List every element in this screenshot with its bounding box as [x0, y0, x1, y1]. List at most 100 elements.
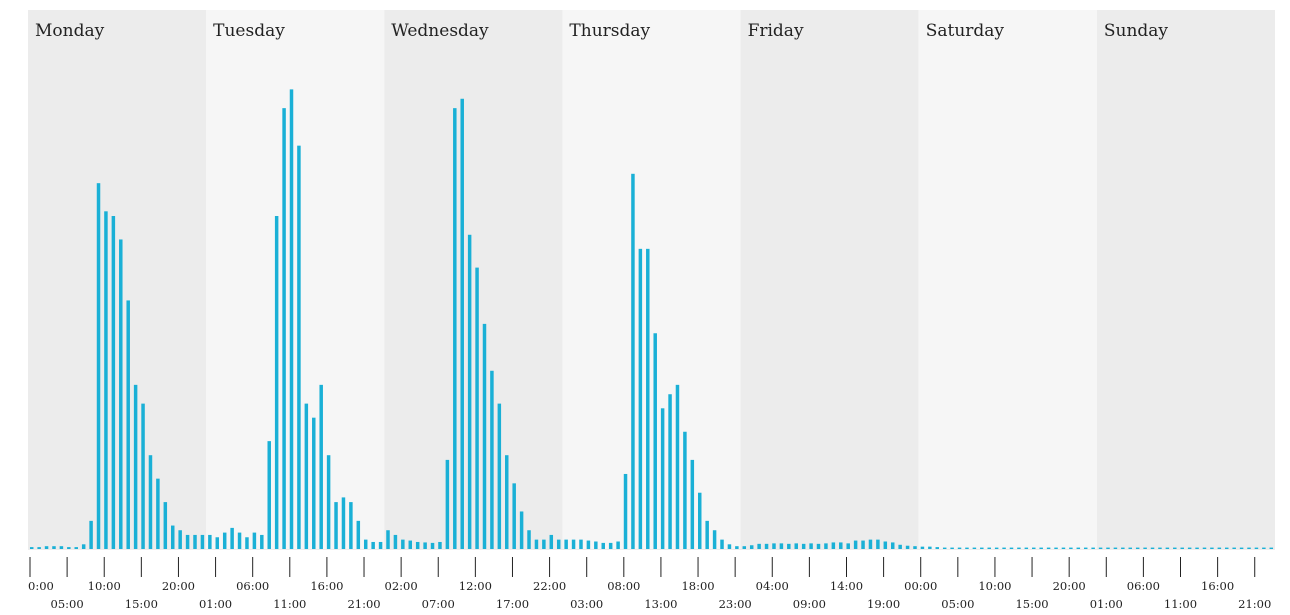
bar — [141, 403, 145, 549]
bar — [549, 534, 554, 549]
bar — [490, 370, 494, 549]
x-tick-label: 15:00 — [1015, 597, 1048, 611]
bar — [935, 547, 940, 549]
bar — [260, 534, 264, 549]
bar — [1173, 547, 1177, 549]
bar — [527, 530, 531, 549]
x-tick-label: 21:00 — [347, 597, 380, 611]
bar — [616, 541, 620, 549]
bar — [1083, 547, 1088, 549]
day-band-wednesday — [384, 10, 563, 549]
bar — [363, 539, 368, 549]
bar — [1247, 547, 1251, 549]
x-tick-label: 10:00 — [88, 579, 121, 593]
bar — [712, 530, 717, 549]
bar — [1195, 547, 1199, 549]
day-band-saturday — [918, 10, 1097, 549]
x-tick-label: 22:00 — [533, 579, 566, 593]
bar — [282, 108, 286, 549]
bar — [890, 542, 895, 549]
bar — [1076, 547, 1081, 549]
bar — [111, 216, 116, 549]
bar — [401, 539, 405, 549]
bar — [386, 530, 390, 549]
bar — [126, 300, 130, 549]
bar — [764, 543, 769, 549]
x-tick-label: 08:00 — [607, 579, 640, 593]
bar — [920, 546, 925, 549]
bar — [801, 543, 806, 549]
bar — [96, 183, 101, 549]
bar — [668, 394, 672, 549]
bar — [638, 248, 643, 549]
bar — [1009, 547, 1014, 549]
bar — [631, 173, 635, 550]
x-tick-label: 16:00 — [1201, 579, 1234, 593]
bar — [512, 483, 516, 549]
x-tick-label: 17:00 — [496, 597, 529, 611]
bar — [438, 541, 442, 550]
bar — [67, 547, 71, 549]
bar — [1061, 547, 1066, 549]
bar — [727, 544, 732, 549]
bar — [1150, 547, 1155, 549]
x-tick-label: 10:00 — [978, 579, 1011, 593]
bar — [1143, 547, 1147, 549]
bar — [735, 546, 739, 549]
bar — [415, 541, 420, 550]
bar — [505, 455, 509, 549]
bar — [883, 541, 888, 549]
bar — [831, 542, 836, 549]
bar — [1128, 547, 1132, 549]
bar — [994, 547, 999, 549]
bar — [683, 431, 687, 549]
bar — [230, 527, 234, 549]
bar — [297, 145, 301, 549]
bar — [193, 534, 197, 549]
x-tick-label: 06:00 — [1127, 579, 1160, 593]
bar — [868, 539, 873, 549]
bars — [29, 89, 1274, 550]
bar — [81, 544, 86, 549]
bar — [423, 542, 427, 549]
day-band-tuesday — [206, 10, 385, 549]
bar — [623, 473, 628, 549]
x-tick-label: 05:00 — [51, 597, 84, 611]
x-tick-label: 05:00 — [941, 597, 974, 611]
bar — [1180, 547, 1184, 549]
bar — [653, 333, 657, 549]
bar — [571, 539, 576, 549]
bar — [52, 546, 56, 549]
bar — [824, 543, 828, 549]
bar — [542, 539, 546, 549]
bar — [1239, 547, 1244, 549]
bar — [987, 547, 991, 549]
bar — [1225, 547, 1229, 549]
x-tick-label: 09:00 — [793, 597, 826, 611]
bar — [1135, 547, 1140, 549]
bar — [482, 323, 487, 549]
bar — [460, 98, 464, 549]
x-tick-label: 00:00 — [904, 579, 937, 593]
day-label-sunday: Sunday — [1104, 21, 1169, 41]
bar — [853, 540, 858, 549]
bar — [601, 542, 605, 549]
bar — [942, 547, 947, 549]
bar — [1039, 547, 1043, 549]
bar — [453, 108, 457, 549]
bar — [89, 520, 93, 549]
x-tick-label: 14:00 — [830, 579, 863, 593]
bar — [44, 546, 49, 549]
bar — [430, 542, 435, 549]
x-tick-label: 23:00 — [719, 597, 752, 611]
bar — [794, 543, 798, 549]
bar — [445, 459, 450, 549]
bar — [809, 543, 813, 549]
bar — [171, 525, 175, 549]
bar — [928, 546, 932, 549]
bar — [1113, 547, 1118, 549]
day-label-friday: Friday — [748, 21, 804, 41]
x-tick-label: 15:00 — [125, 597, 158, 611]
day-label-monday: Monday — [35, 21, 105, 41]
